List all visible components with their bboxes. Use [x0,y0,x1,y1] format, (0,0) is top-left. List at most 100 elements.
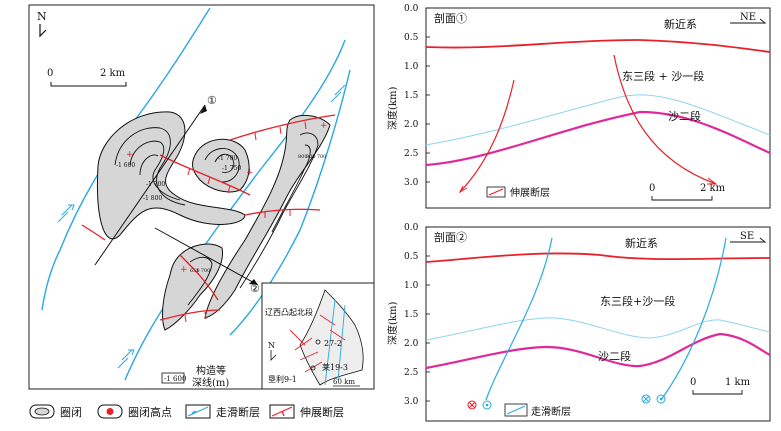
north-label: N [37,10,47,23]
section-marker-1: ① [207,94,217,107]
y-tick-label: 0.0 [404,223,419,233]
y-tick-label: 2.0 [404,120,419,130]
y-tick-label: 1.5 [404,310,419,320]
inset-title: 辽西凸起北段 [265,307,313,317]
section-1-sha2-top [425,110,771,167]
legend-strike-slip: 走滑断层 [185,404,260,419]
closure-east [204,114,331,319]
section-2-frame [425,226,771,422]
section-1-title: 剖面① [434,11,467,25]
y-tick-label: 3.0 [404,397,419,407]
legend-closure-high: 圈闭高点 [97,404,172,419]
contour-label: 1 700 [196,268,210,274]
section-line-1: ① [94,94,217,266]
contour-label: -1 800 [143,195,162,202]
section-2-dongsan-base [425,317,771,341]
section-2-fault-2 [660,237,727,401]
contour-label: -1 750 [222,165,241,172]
legend-closure-label: 圈闭 [60,406,82,419]
section-2-ylabel: 深度(km) [386,302,399,345]
section-1-scale: 0 2 km [649,183,726,201]
contour-label: -1 700 [146,181,165,188]
section-1-scale-label: 2 km [700,183,726,194]
section-1-neogene-base [425,39,771,53]
map-legend: 圈闭 圈闭高点 走滑断层 伸展断层 [29,404,344,419]
slip-arrows [57,84,346,369]
contour-label: -1 700 [218,155,237,162]
contour-legend: -1 600 构造等 深线(m) [161,364,229,389]
y-tick-label: 0.0 [404,4,419,14]
section-2-sha2-top [425,332,771,370]
fault-ticks [184,121,307,323]
map-scale-bar: 0 2 km [47,68,127,87]
section-1-frame [425,7,771,209]
inset-north: N [268,341,275,350]
map-scale-zero: 0 [47,68,53,79]
closure-high-point: + [180,265,188,275]
map-frame [28,4,375,390]
section-2-scale: 0 1 km [690,377,751,395]
section-2-legend-label: 走滑断层 [531,405,571,418]
section-2-scale-label: 1 km [725,377,751,388]
closure-high-point: + [246,168,254,178]
strike-slip-fault-east [229,69,351,336]
contour-legend-label-2: 深线(m) [192,376,229,389]
closure-high-point: + [320,121,328,131]
legend-extensional-label: 伸展断层 [300,405,344,419]
inset-scale: 60 km [333,378,355,386]
section-1-fault-2 [613,54,717,185]
section-2-y-axis: 0.0 0.5 1.0 1.5 2.0 2.5 3.0 [404,223,430,407]
map-scale-label: 2 km [100,68,126,79]
section-2-neogene-base [425,252,771,263]
closure-high-points: + + + + [126,121,328,275]
y-tick-label: 2.5 [404,368,419,378]
contour-legend-value: -1 600 [164,375,186,383]
section-2-direction: SE [740,231,754,242]
contour-label: 900 [306,154,316,160]
y-tick-label: 2.0 [404,339,419,349]
section-1-scale-zero: 0 [649,183,655,194]
section-1-legend: 伸展断层 [486,186,550,199]
section-2-title: 剖面② [434,230,467,244]
section-1-ylabel: 深度(km) [386,87,399,130]
y-tick-label: 0.5 [404,252,419,262]
section-2-unit-neogene: 新近系 [625,236,658,250]
closure-southwest [162,243,224,331]
section-1: 0.00.51.01.52.02.53.0 深度(km) 剖面① NE 新近系 … [386,4,771,209]
inset-well-label: 莱19-3 [322,362,348,372]
section-1-direction: NE [740,12,756,23]
contour-lines [114,127,319,306]
legend-closure-high-label: 圈闭高点 [128,405,172,419]
section-1-dongsan-base [425,94,771,146]
y-tick-label: 1.0 [404,281,419,291]
section-2-fault-1 [485,237,553,401]
section-2-legend: 走滑断层 [504,403,571,418]
contour-label: -1 600 [116,162,135,169]
y-tick-label: 3.0 [404,178,419,188]
section-1-unit-dongsan: 东三段 + 沙一段 [622,69,704,83]
section-1-fault-1 [459,79,515,193]
y-tick-label: 0.5 [404,33,419,43]
legend-extensional: 伸展断层 [269,404,344,419]
y-tick-label: 2.5 [404,149,419,159]
section-2-scale-zero: 0 [690,377,696,388]
section-2-unit-dongsan: 东三段+沙一段 [600,294,675,308]
contour-label: 800 [298,154,308,160]
contour-label: 1 700 [312,154,326,160]
inset-map: 辽西凸起北段 N 27-2 垦利9-1 莱19-3 60 km [261,282,375,390]
section-marker-2: ② [250,282,260,295]
section-1-unit-neogene: 新近系 [664,17,697,31]
north-arrow: N [37,10,47,38]
extensional-faults [81,114,336,321]
section-2-slip-symbols [467,394,666,410]
legend-strike-slip-label: 走滑断层 [216,405,260,419]
section-1-legend-label: 伸展断层 [510,186,550,199]
section-2-unit-sha2: 沙二段 [598,349,631,363]
section-1-unit-sha2: 沙二段 [668,109,701,123]
section-2: 0.00.51.01.52.02.53.0 深度(km) 剖面② SE 新近系 … [386,223,771,422]
closure-high-point: + [126,150,134,160]
inset-well-label: 27-2 [324,339,342,348]
inset-well-label: 垦利9-1 [268,374,297,384]
contour-legend-label-1: 构造等 [196,364,226,377]
